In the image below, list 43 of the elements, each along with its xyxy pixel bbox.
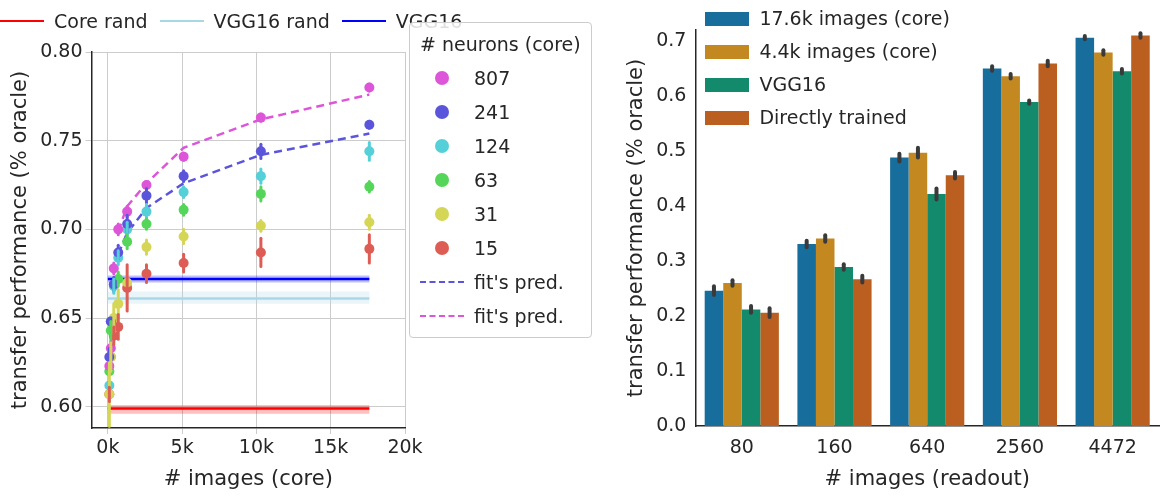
- legend-label: 17.6k images (core): [759, 6, 950, 31]
- y-tick-label: 0.75: [40, 127, 83, 150]
- legend-label: Core rand: [54, 9, 148, 34]
- y-tick-label: 0.80: [40, 38, 83, 61]
- x-tick-label: 20k: [387, 435, 423, 458]
- legend-label: fit's pred.: [474, 270, 564, 295]
- legend-label: VGG16: [395, 10, 463, 32]
- y-tick-label: 0.65: [40, 304, 83, 327]
- y-tick-label: 0.0: [656, 412, 687, 435]
- legend-title: # neurons (core): [420, 33, 581, 55]
- y-tick-label: 0.7: [656, 27, 687, 50]
- x-tick-label: 2560: [995, 435, 1045, 458]
- y-tick-label: 0.4: [656, 192, 687, 215]
- legend-label: fit's pred.: [474, 304, 564, 329]
- legend-label: Directly trained: [759, 105, 907, 130]
- y-tick-label: 0.3: [656, 247, 687, 270]
- y-tick-label: 0.6: [656, 82, 687, 105]
- legend-label: 15: [474, 236, 499, 261]
- y-axis-title: transfer performance (% oracle): [7, 70, 32, 410]
- x-tick-label: 0k: [96, 435, 120, 458]
- x-tick-label: 15k: [313, 435, 349, 458]
- y-tick-label: 0.1: [656, 357, 687, 380]
- x-tick-label: 4472: [1088, 435, 1137, 458]
- x-tick-label: 640: [909, 435, 946, 458]
- x-tick-label: 10k: [238, 435, 275, 458]
- y-tick-label: 0.2: [656, 302, 687, 325]
- x-tick-label: 5k: [170, 435, 194, 458]
- y-tick-label: 0.60: [40, 393, 83, 416]
- x-tick-label: 160: [816, 435, 853, 458]
- y-tick-label: 0.5: [656, 137, 687, 160]
- x-tick-label: 80: [729, 435, 754, 458]
- legend-label: VGG16: [759, 72, 827, 97]
- legend-label: 31: [474, 202, 499, 227]
- y-tick-label: 0.70: [40, 216, 83, 239]
- x-axis-title: # images (readout): [824, 465, 1030, 490]
- legend-label: VGG16 rand: [213, 9, 330, 34]
- legend-label: 124: [474, 134, 511, 159]
- legend-label: 63: [474, 168, 499, 193]
- legend-label: 241: [474, 100, 511, 125]
- x-axis-title: # images (core): [163, 465, 333, 490]
- y-axis-title: transfer performance (% oracle): [623, 58, 648, 398]
- legend-label: 807: [474, 66, 511, 91]
- legend-label: 4.4k images (core): [759, 39, 938, 64]
